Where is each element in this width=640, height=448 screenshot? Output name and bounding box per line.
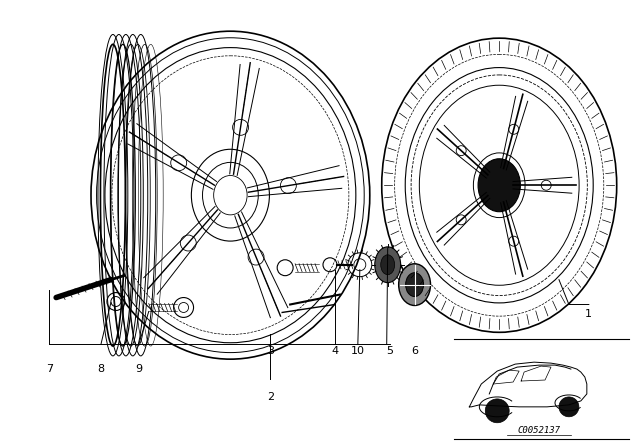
Text: 8: 8 bbox=[97, 364, 104, 374]
Circle shape bbox=[485, 399, 509, 423]
Circle shape bbox=[559, 397, 579, 417]
Text: 10: 10 bbox=[351, 346, 365, 356]
Text: 1: 1 bbox=[586, 310, 593, 319]
Ellipse shape bbox=[478, 159, 520, 212]
Text: 6: 6 bbox=[411, 346, 418, 356]
Text: 9: 9 bbox=[135, 364, 142, 374]
Text: C0052137: C0052137 bbox=[518, 426, 561, 435]
Text: 2: 2 bbox=[267, 392, 274, 402]
Ellipse shape bbox=[375, 247, 401, 283]
Text: 5: 5 bbox=[386, 346, 393, 356]
Text: 4: 4 bbox=[332, 346, 339, 356]
Ellipse shape bbox=[406, 273, 424, 297]
Text: 7: 7 bbox=[45, 364, 52, 374]
Text: 3: 3 bbox=[267, 346, 274, 356]
Ellipse shape bbox=[381, 255, 395, 275]
Ellipse shape bbox=[399, 264, 431, 306]
